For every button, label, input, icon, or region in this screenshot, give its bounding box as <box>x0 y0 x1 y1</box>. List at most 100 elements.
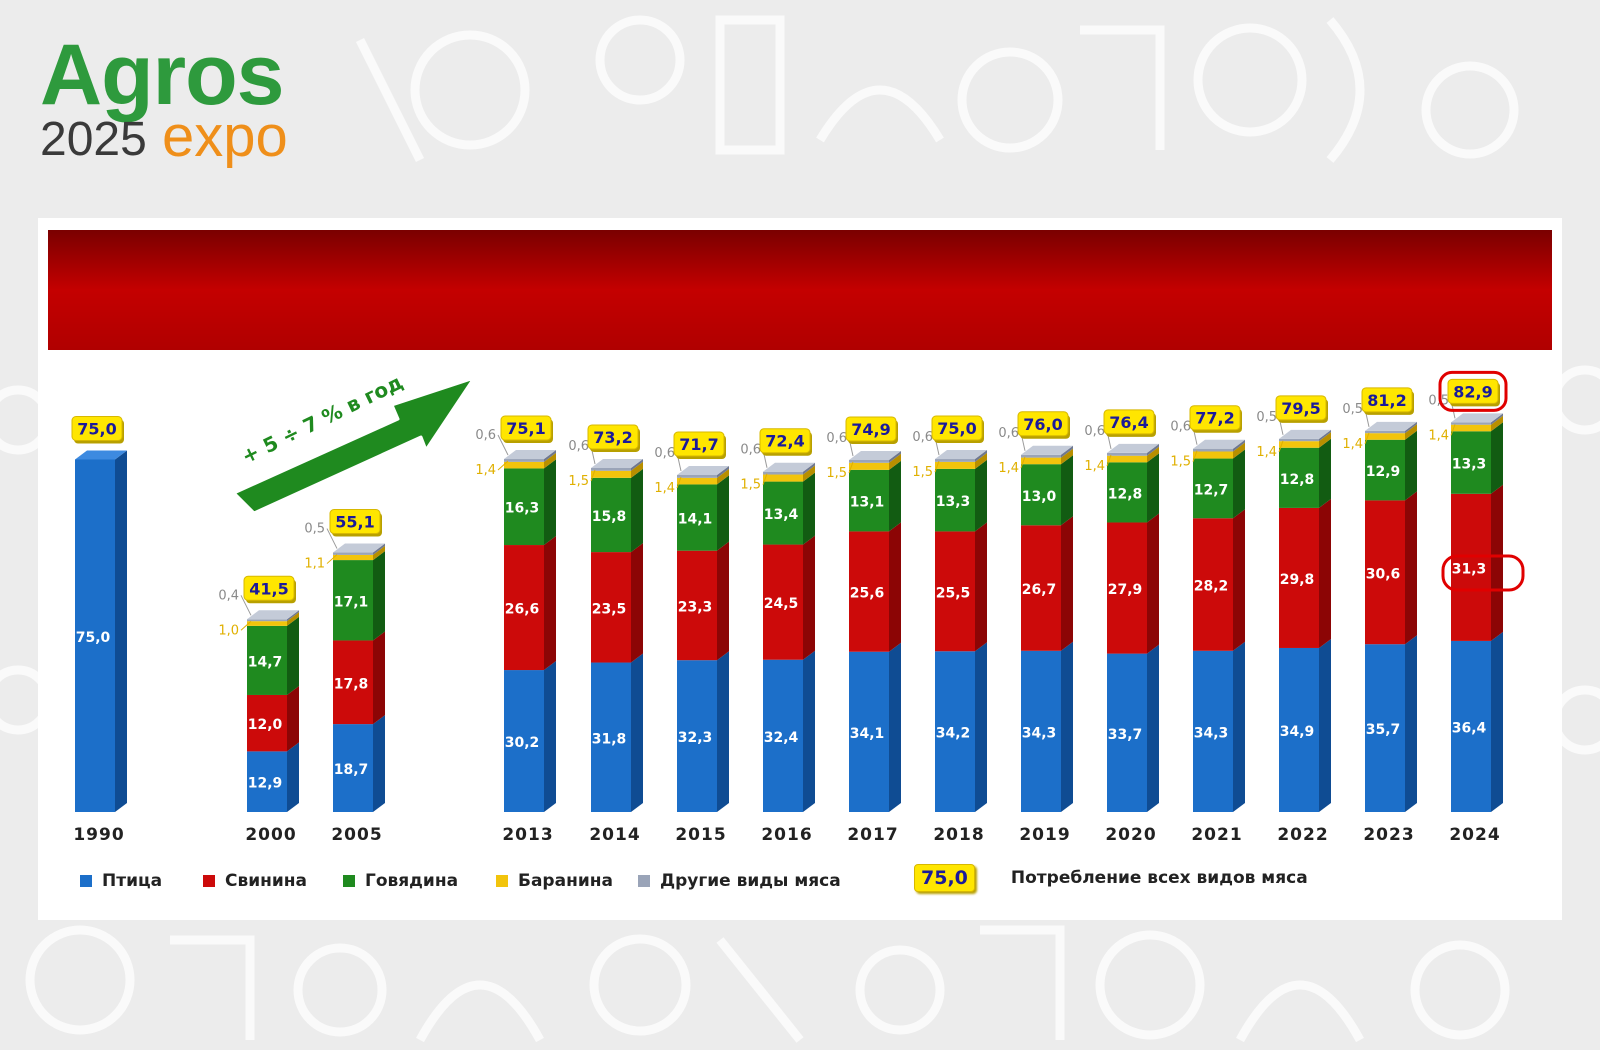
bar-side-poultry-1990 <box>115 450 127 812</box>
bar-beef-2014 <box>591 477 631 553</box>
label-pork-2022: 29,8 <box>1280 572 1315 588</box>
label-lamb-2019: 1,4 <box>998 461 1019 476</box>
label-beef-2022: 12,8 <box>1280 472 1315 488</box>
leader-lamb-2016 <box>762 473 768 485</box>
bar-pork-2000 <box>247 694 287 752</box>
bar-lamb-2017 <box>849 462 889 470</box>
legend-label-other: Другие виды мяса <box>660 871 841 891</box>
total-badge-1990 <box>71 416 123 441</box>
total-badge-2023 <box>1361 387 1413 413</box>
bar-side-beef-2000 <box>287 616 299 695</box>
bar-lamb-2013 <box>504 461 544 469</box>
legend-swatch-lamb <box>496 875 508 887</box>
legend-item-lamb: Баранина <box>496 870 613 892</box>
x-tick-2019: 2019 <box>1019 825 1070 845</box>
bar-side-pork-2013 <box>544 536 556 671</box>
label-other-2017: 0,6 <box>826 431 847 446</box>
agros-expo-logo: Agros 2025 expo <box>36 30 336 170</box>
bar-pork-2019 <box>1021 525 1061 651</box>
total-label-2015: 71,7 <box>679 435 718 454</box>
label-other-2005: 0,5 <box>304 522 325 537</box>
x-tick-2013: 2013 <box>502 825 553 845</box>
bar-pork-2005 <box>333 640 373 725</box>
bar-side-lamb-2014 <box>631 461 643 478</box>
label-pork-2013: 26,6 <box>505 602 540 618</box>
bar-top-2021 <box>1193 439 1245 449</box>
bar-side-lamb-2020 <box>1147 446 1159 463</box>
label-pork-2017: 25,6 <box>850 586 885 602</box>
label-poultry-2016: 32,4 <box>764 730 799 746</box>
label-poultry-2014: 31,8 <box>592 731 627 747</box>
bar-side-pork-2023 <box>1405 491 1417 645</box>
bar-side-poultry-2020 <box>1147 644 1159 812</box>
bar-side-lamb-2023 <box>1405 424 1417 440</box>
bar-side-other-2024 <box>1491 413 1503 425</box>
bar-poultry-2019 <box>1021 650 1061 812</box>
label-poultry-1990: 75,0 <box>76 630 111 646</box>
total-badge-2022 <box>1275 395 1327 421</box>
bar-side-beef-2020 <box>1147 453 1159 523</box>
bar-side-other-2000 <box>287 610 299 622</box>
leader-other-2000 <box>240 595 252 616</box>
bar-pork-2022 <box>1279 507 1319 648</box>
label-other-2021: 0,6 <box>1170 420 1191 435</box>
legend-swatch-other <box>638 875 650 887</box>
total-badge-2021 <box>1189 405 1241 431</box>
total-badge-2017 <box>845 416 897 442</box>
label-pork-2018: 25,5 <box>936 585 971 601</box>
legend-label-lamb: Баранина <box>518 871 613 891</box>
leader-lamb-2014 <box>590 469 596 482</box>
total-badge-2005 <box>329 509 381 535</box>
logo-expo-text: expo <box>162 104 288 169</box>
bar-other-2015 <box>677 475 717 478</box>
label-pork-2021: 28,2 <box>1194 579 1229 595</box>
bar-side-poultry-2013 <box>544 661 556 812</box>
bar-side-lamb-2017 <box>889 453 901 470</box>
label-poultry-2005: 18,7 <box>334 762 369 778</box>
bar-top-2014 <box>591 458 643 468</box>
x-tick-2023: 2023 <box>1363 825 1414 845</box>
bar-top-2017 <box>849 450 901 460</box>
bar-side-lamb-2018 <box>975 452 987 469</box>
bar-other-2005 <box>333 552 373 555</box>
total-badge-2015 <box>673 431 725 457</box>
bar-side-beef-2018 <box>975 459 987 532</box>
total-label-2020: 76,4 <box>1109 413 1148 432</box>
total-label-2013: 75,1 <box>506 419 545 438</box>
legend-item-total: 75,0 Потребление всех видов мяса <box>914 864 1308 892</box>
bar-side-poultry-2005 <box>373 715 385 812</box>
bar-side-beef-2015 <box>717 475 729 551</box>
label-other-2022: 0,5 <box>1256 410 1277 425</box>
bar-poultry-2024 <box>1451 640 1491 812</box>
bar-top-2022 <box>1279 429 1331 439</box>
total-badge-2000 <box>243 575 295 601</box>
legend-label-poultry: Птица <box>102 871 163 891</box>
leader-other-2013 <box>497 434 509 456</box>
label-other-2023: 0,5 <box>1342 402 1363 417</box>
x-tick-2021: 2021 <box>1191 825 1242 845</box>
x-tick-2022: 2022 <box>1277 825 1328 845</box>
total-highlight-ring-2024 <box>1438 370 1508 412</box>
bar-beef-2018 <box>935 468 975 532</box>
bar-poultry-2000 <box>247 751 287 812</box>
label-lamb-2022: 1,4 <box>1256 445 1277 460</box>
legend-swatch-pork <box>203 875 215 887</box>
bar-side-poultry-2021 <box>1233 641 1245 812</box>
x-tick-1990: 1990 <box>73 825 124 845</box>
leader-lamb-2019 <box>1020 456 1026 468</box>
bar-pork-2014 <box>591 552 631 663</box>
bar-side-other-2020 <box>1147 443 1159 456</box>
total-badge-2024 <box>1447 378 1499 404</box>
label-lamb-2014: 1,5 <box>568 474 589 489</box>
label-other-2015: 0,6 <box>654 446 675 461</box>
bar-pork-2017 <box>849 531 889 652</box>
bar-side-lamb-2000 <box>287 612 299 626</box>
bar-other-2020 <box>1107 452 1147 456</box>
bar-lamb-2005 <box>333 554 373 561</box>
bar-lamb-2019 <box>1021 457 1061 465</box>
bar-side-pork-2000 <box>287 685 299 752</box>
bar-side-beef-2023 <box>1405 430 1417 501</box>
bar-poultry-2013 <box>504 670 544 812</box>
bar-top-1990 <box>75 450 127 460</box>
